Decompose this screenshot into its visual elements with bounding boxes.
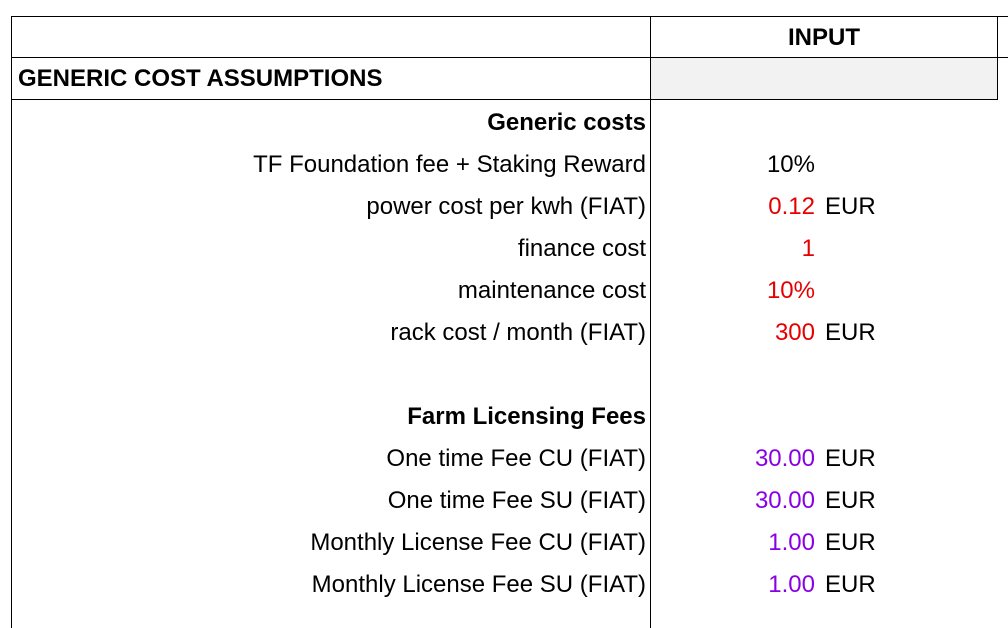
row-value-monthly-license-fee-su[interactable]: 1.00	[768, 571, 815, 598]
section-input-cell-fill	[651, 58, 997, 100]
grid-right-border	[997, 16, 998, 100]
row-unit-rack-cost: EUR	[825, 319, 876, 346]
input-column-header[interactable]: INPUT	[788, 24, 860, 51]
row-value-power-cost[interactable]: 0.12	[768, 193, 815, 220]
row-label-power-cost[interactable]: power cost per kwh (FIAT)	[366, 193, 646, 220]
row-value-finance-cost[interactable]: 1	[801, 235, 815, 262]
row-label-maintenance-cost[interactable]: maintenance cost	[457, 277, 646, 304]
row-label-monthly-license-fee-cu[interactable]: Monthly License Fee CU (FIAT)	[310, 529, 646, 556]
row-value-one-time-fee-cu[interactable]: 30.00	[754, 445, 815, 472]
row-value-one-time-fee-su[interactable]: 30.00	[754, 487, 815, 514]
row-unit-one-time-fee-su: EUR	[825, 487, 876, 514]
row-label-rack-cost[interactable]: rack cost / month (FIAT)	[390, 319, 646, 346]
grid-header-bottom-border	[11, 57, 1008, 58]
row-label-one-time-fee-cu[interactable]: One time Fee CU (FIAT)	[386, 445, 646, 472]
row-value-maintenance-cost[interactable]: 10%	[766, 277, 815, 304]
row-label-one-time-fee-su[interactable]: One time Fee SU (FIAT)	[387, 487, 646, 514]
row-label-tf-foundation-fee[interactable]: TF Foundation fee + Staking Reward	[253, 151, 646, 178]
grid-top-border	[11, 16, 1008, 17]
row-unit-monthly-license-fee-cu: EUR	[825, 529, 876, 556]
row-unit-monthly-license-fee-su: EUR	[825, 571, 876, 598]
grid-left-border	[11, 16, 12, 628]
row-unit-power-cost: EUR	[825, 193, 876, 220]
section-title[interactable]: GENERIC COST ASSUMPTIONS	[18, 65, 383, 92]
row-unit-one-time-fee-cu: EUR	[825, 445, 876, 472]
generic-costs-heading[interactable]: Generic costs	[487, 109, 646, 136]
row-value-monthly-license-fee-cu[interactable]: 1.00	[768, 529, 815, 556]
grid-section-bottom-border	[11, 99, 997, 100]
farm-licensing-heading[interactable]: Farm Licensing Fees	[407, 403, 646, 430]
grid-column-divider	[650, 16, 651, 628]
row-value-tf-foundation-fee[interactable]: 10%	[766, 151, 815, 178]
row-label-monthly-license-fee-su[interactable]: Monthly License Fee SU (FIAT)	[311, 571, 646, 598]
row-value-rack-cost[interactable]: 300	[774, 319, 815, 346]
row-label-finance-cost[interactable]: finance cost	[517, 235, 646, 262]
